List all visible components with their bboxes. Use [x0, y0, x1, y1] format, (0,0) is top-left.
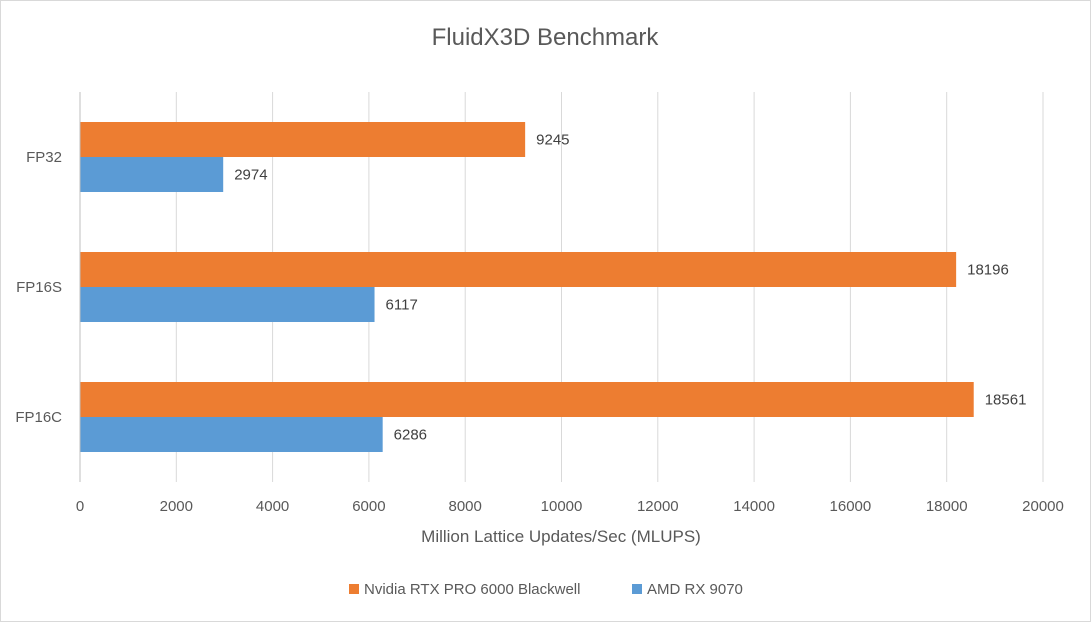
x-tick-label: 16000: [830, 498, 872, 515]
bar: [80, 157, 224, 192]
category-labels: FP32 FP16S FP16C: [15, 149, 62, 426]
bar: [80, 382, 974, 417]
bar: [80, 287, 375, 322]
data-label: 6286: [394, 427, 427, 444]
category-label: FP16C: [15, 409, 62, 426]
legend-label: AMD RX 9070: [647, 581, 743, 598]
legend-swatch: [632, 584, 642, 594]
data-labels: 9245 2974 18196 6117 18561 6286: [234, 132, 1026, 444]
category-label: FP16S: [16, 279, 62, 296]
data-label: 2974: [234, 167, 267, 184]
x-tick-label: 14000: [733, 498, 775, 515]
data-label: 6117: [386, 297, 418, 314]
x-tick-label: 8000: [449, 498, 482, 515]
x-tick-label: 2000: [160, 498, 193, 515]
legend-swatch: [349, 584, 359, 594]
x-tick-label: 12000: [637, 498, 679, 515]
bar: [80, 417, 383, 452]
bars: [80, 122, 974, 452]
x-tick-label: 0: [76, 498, 84, 515]
x-axis-label: Million Lattice Updates/Sec (MLUPS): [421, 527, 701, 546]
data-label: 9245: [536, 132, 569, 149]
legend-label: Nvidia RTX PRO 6000 Blackwell: [364, 581, 580, 598]
x-tick-labels: 0 2000 4000 6000 8000 10000 12000 14000 16000 180…: [76, 498, 1064, 515]
x-tick-label: 20000: [1022, 498, 1064, 515]
data-label: 18561: [985, 392, 1027, 409]
bar: [80, 252, 957, 287]
category-label: FP32: [26, 149, 62, 166]
x-tick-label: 6000: [352, 498, 385, 515]
bar: [80, 122, 526, 157]
data-label: 18196: [967, 262, 1009, 279]
x-tick-label: 10000: [541, 498, 583, 515]
legend: Nvidia RTX PRO 6000 Blackwell AMD RX 9070: [349, 581, 743, 598]
chart-title: FluidX3D Benchmark: [432, 24, 660, 51]
x-tick-label: 18000: [926, 498, 968, 515]
x-tick-label: 4000: [256, 498, 289, 515]
